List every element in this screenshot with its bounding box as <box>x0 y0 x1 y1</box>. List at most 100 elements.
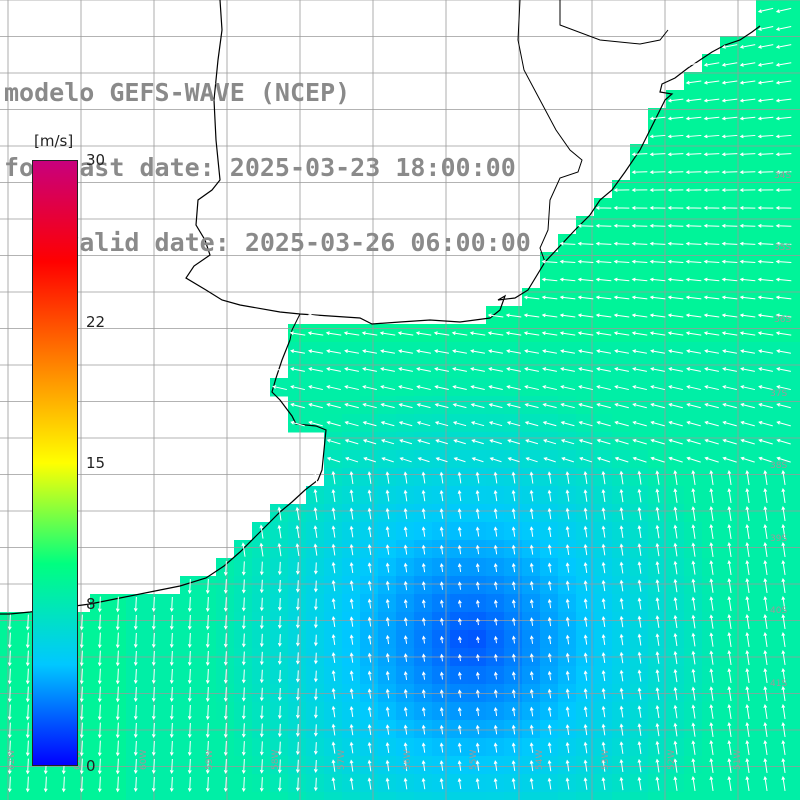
wind-arrow <box>781 758 786 774</box>
wind-arrow <box>691 470 696 486</box>
wind-arrow <box>727 542 732 558</box>
wind-arrow <box>421 471 426 484</box>
wind-arrow <box>475 742 480 753</box>
wind-arrow <box>703 134 720 139</box>
wind-arrow <box>673 650 678 665</box>
wind-arrow <box>277 561 282 576</box>
wind-speed-cell <box>468 432 487 451</box>
wind-arrow <box>385 562 390 573</box>
wind-speed-cell <box>396 504 415 523</box>
wind-speed-cell <box>576 378 595 397</box>
wind-speed-cell <box>522 486 541 505</box>
wind-speed-cell <box>756 576 775 595</box>
wind-arrow <box>367 471 372 484</box>
wind-speed-cell <box>450 486 469 505</box>
wind-arrow <box>758 420 773 427</box>
wind-speed-cell <box>756 252 775 271</box>
wind-arrow <box>560 403 575 409</box>
wind-speed-cell <box>486 558 505 577</box>
wind-arrow <box>775 80 792 85</box>
wind-speed-cell <box>630 360 649 379</box>
wind-speed-cell <box>774 36 793 55</box>
wind-speed-cell <box>756 756 775 775</box>
wind-speed-cell <box>504 468 523 487</box>
wind-speed-cell <box>432 360 451 379</box>
wind-speed-cell <box>306 342 325 361</box>
wind-speed-cell <box>774 0 793 19</box>
wind-speed-cell <box>774 486 793 505</box>
wind-speed-cell <box>558 792 577 800</box>
wind-arrow <box>691 578 696 593</box>
wind-speed-cell <box>792 450 800 469</box>
wind-arrow <box>367 544 372 556</box>
wind-arrow <box>668 420 683 427</box>
wind-speed-cell <box>666 234 685 253</box>
wind-speed-cell <box>720 288 739 307</box>
wind-speed-cell <box>648 216 667 235</box>
wind-speed-cell <box>540 378 559 397</box>
wind-speed-cell <box>198 756 217 775</box>
wind-arrow <box>673 758 678 773</box>
wind-arrow <box>241 669 246 684</box>
wind-speed-cell <box>648 702 667 721</box>
wind-arrow <box>740 456 755 463</box>
wind-arrow <box>25 668 30 685</box>
wind-speed-cell <box>486 414 505 433</box>
wind-arrow <box>511 742 516 753</box>
wind-speed-cell <box>288 738 307 757</box>
wind-arrow <box>385 471 390 484</box>
wind-arrow <box>757 259 774 264</box>
wind-speed-cell <box>756 522 775 541</box>
wind-arrow <box>583 723 588 736</box>
wind-arrow <box>565 544 570 555</box>
wind-speed-cell <box>36 774 55 793</box>
wind-arrow <box>421 653 426 662</box>
wind-vectors <box>7 7 792 793</box>
wind-speed-cell <box>144 792 163 800</box>
wind-speed-cell <box>540 720 559 739</box>
wind-arrow <box>259 705 264 720</box>
wind-arrow <box>542 403 557 409</box>
wind-arrow <box>721 98 738 103</box>
wind-speed-cell <box>756 18 775 37</box>
wind-arrow <box>655 687 660 700</box>
wind-speed-cell <box>612 396 631 415</box>
wind-arrow <box>367 489 372 502</box>
wind-speed-cell <box>486 612 505 631</box>
wind-arrow <box>381 457 394 463</box>
wind-arrow <box>703 259 720 264</box>
wind-arrow <box>529 617 534 626</box>
wind-arrow <box>295 741 300 756</box>
wind-arrow <box>259 651 264 666</box>
wind-arrow <box>758 385 773 391</box>
wind-speed-cell <box>360 486 379 505</box>
wind-speed-cell <box>594 378 613 397</box>
wind-arrow <box>721 241 738 246</box>
wind-arrow <box>583 471 588 485</box>
wind-arrow <box>259 597 264 612</box>
wind-arrow <box>703 80 720 85</box>
wind-arrow <box>169 776 174 793</box>
wind-speed-cell <box>270 558 289 577</box>
wind-arrow <box>703 170 720 175</box>
wind-speed-cell <box>396 756 415 775</box>
wind-speed-cell <box>396 630 415 649</box>
wind-speed-cell <box>558 234 577 253</box>
wind-arrow <box>757 241 774 246</box>
wind-arrow <box>25 722 30 739</box>
wind-arrow <box>673 578 678 593</box>
wind-arrow <box>649 259 666 264</box>
wind-speed-cell <box>360 378 379 397</box>
wind-speed-cell <box>666 288 685 307</box>
wind-speed-cell <box>558 342 577 361</box>
wind-speed-cell <box>576 396 595 415</box>
wind-speed-cell <box>738 414 757 433</box>
wind-speed-cell <box>162 630 181 649</box>
wind-speed-cell <box>306 360 325 379</box>
wind-speed-cell <box>306 792 325 800</box>
wind-speed-cell <box>630 702 649 721</box>
wind-arrow <box>169 650 174 667</box>
wind-speed-cell <box>360 504 379 523</box>
wind-arrow <box>619 687 624 700</box>
wind-speed-cell <box>666 432 685 451</box>
